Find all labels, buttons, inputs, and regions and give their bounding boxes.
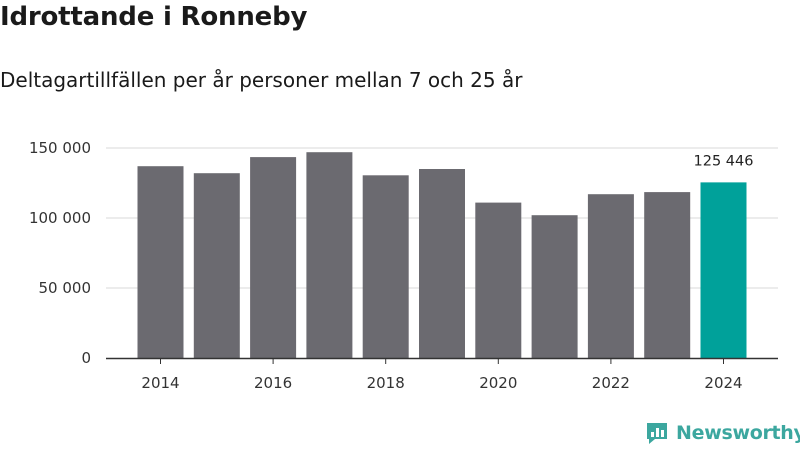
chart-title: Idrottande i Ronneby	[0, 2, 308, 32]
brand-logo[interactable]: Newsworthy	[644, 420, 800, 446]
y-tick-label: 0	[81, 349, 91, 367]
bar-layer	[137, 152, 747, 358]
bar-2021[interactable]	[531, 215, 578, 358]
x-tick-label: 2016	[254, 374, 292, 392]
bar-2018[interactable]	[362, 175, 409, 358]
bar-2014[interactable]	[137, 166, 184, 358]
x-tick-label: 2024	[704, 374, 742, 392]
axis-layer	[106, 357, 778, 364]
bar-2022[interactable]	[587, 194, 634, 358]
x-tick-label: 2020	[479, 374, 517, 392]
y-tick-label: 150 000	[29, 139, 91, 157]
bar-2023[interactable]	[644, 192, 691, 358]
bar-2015[interactable]	[193, 173, 240, 358]
y-tick-label: 100 000	[29, 209, 91, 227]
bar-2024[interactable]	[700, 182, 747, 358]
x-tick-label: 2018	[367, 374, 405, 392]
x-tick-label: 2014	[141, 374, 179, 392]
bar-2020[interactable]	[475, 202, 522, 358]
highlight-value-label: 125 446	[694, 153, 754, 169]
newsworthy-logo-icon	[647, 423, 667, 444]
bar-2017[interactable]	[306, 152, 353, 358]
x-tick-label: 2022	[592, 374, 630, 392]
bar-2019[interactable]	[419, 169, 465, 358]
label-layer: 0 50 000 100 000 150 000 2014 2016 2018 2020 202…	[29, 139, 754, 392]
bar-2016[interactable]	[250, 157, 297, 358]
brand-name: Newsworthy	[676, 422, 800, 444]
chart-subtitle: Deltagartillfällen per år personer mella…	[0, 68, 523, 92]
y-tick-label: 50 000	[39, 279, 92, 297]
